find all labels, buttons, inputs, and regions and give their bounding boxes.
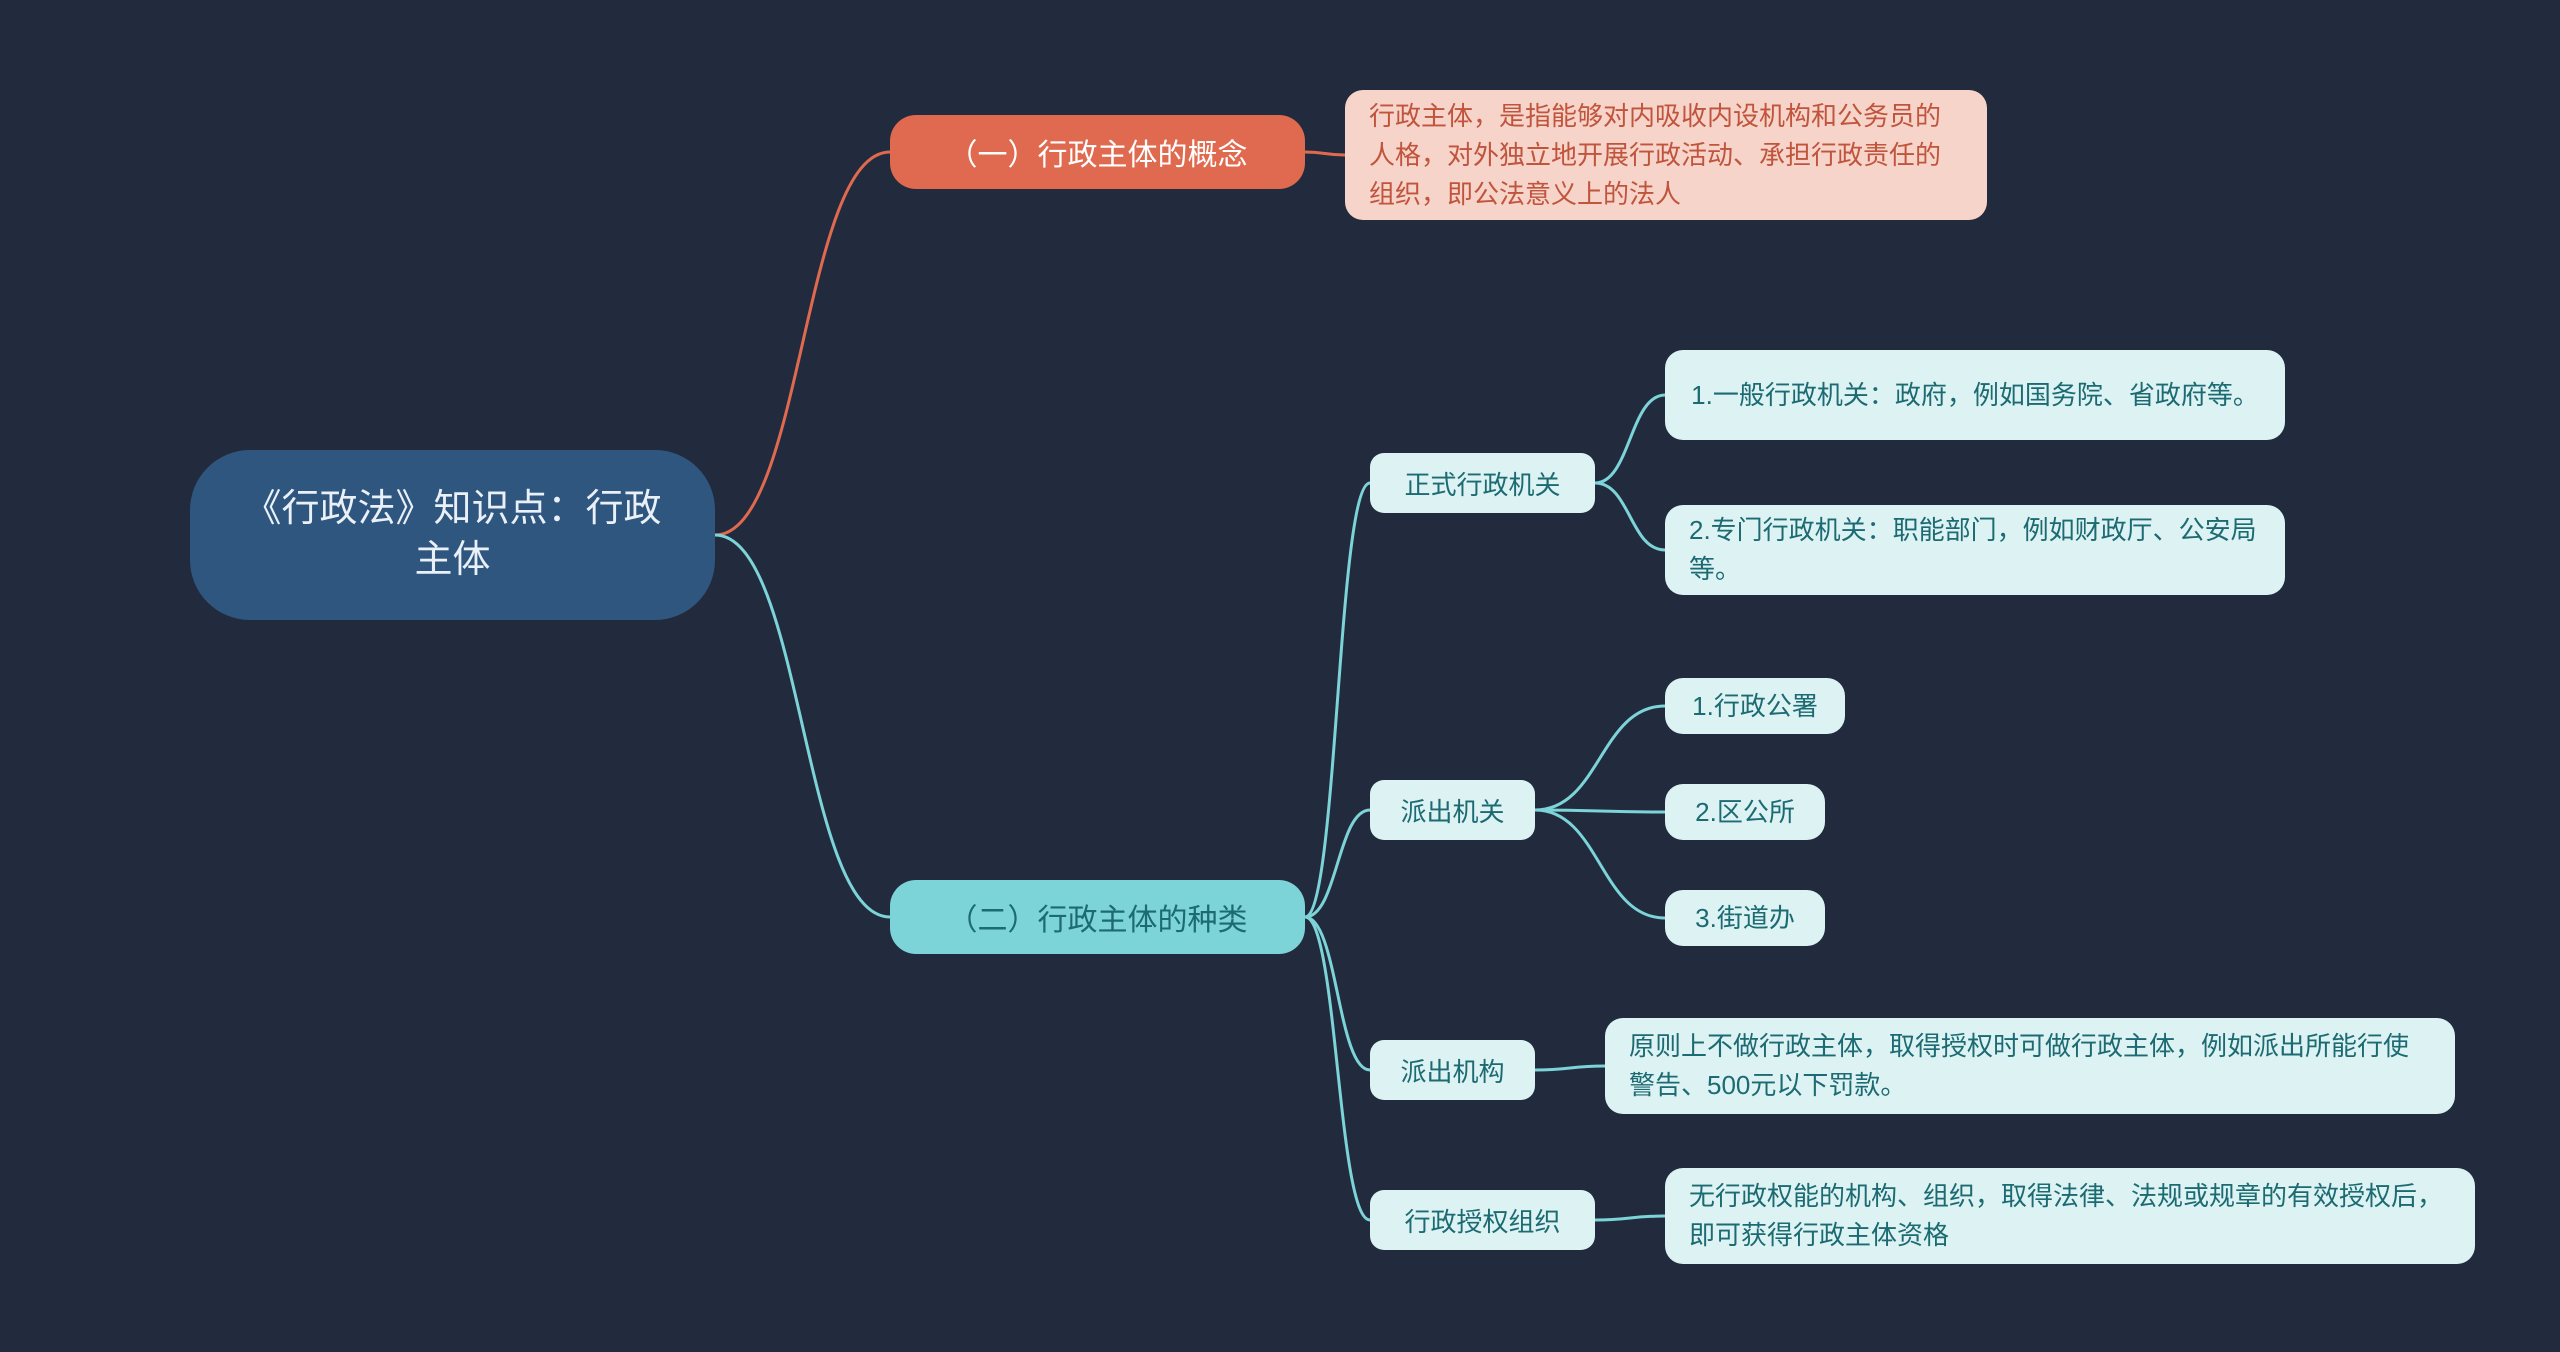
branch2-child-label: 派出机构 [1370, 1040, 1535, 1100]
branch1-pill-label: （一）行政主体的概念 [948, 130, 1248, 174]
branch1-card: 行政主体，是指能够对内吸收内设机构和公务员的人格，对外独立地开展行政活动、承担行… [1345, 90, 1987, 220]
branch2-child-label: 派出机关 [1370, 780, 1535, 840]
branch2-leaf: 2.区公所 [1665, 784, 1825, 840]
branch1-pill: （一）行政主体的概念 [890, 115, 1305, 189]
branch2-leaf: 2.专门行政机关：职能部门，例如财政厅、公安局等。 [1665, 505, 2285, 595]
branch2-leaf: 1.一般行政机关：政府，例如国务院、省政府等。 [1665, 350, 2285, 440]
branch2-pill-label: （二）行政主体的种类 [948, 895, 1248, 939]
branch2-child-label: 行政授权组织 [1370, 1190, 1595, 1250]
branch2-leaf: 无行政权能的机构、组织，取得法律、法规或规章的有效授权后，即可获得行政主体资格 [1665, 1168, 2475, 1264]
root-label: 《行政法》知识点：行政主体 [240, 484, 665, 587]
branch2-leaf: 原则上不做行政主体，取得授权时可做行政主体，例如派出所能行使警告、500元以下罚… [1605, 1018, 2455, 1114]
branch2-leaf: 3.街道办 [1665, 890, 1825, 946]
branch2-leaf: 1.行政公署 [1665, 678, 1845, 734]
root-node: 《行政法》知识点：行政主体 [190, 450, 715, 620]
branch2-child-label: 正式行政机关 [1370, 453, 1595, 513]
branch2-pill: （二）行政主体的种类 [890, 880, 1305, 954]
branch1-card-text: 行政主体，是指能够对内吸收内设机构和公务员的人格，对外独立地开展行政活动、承担行… [1369, 97, 1963, 214]
mindmap-stage: { "canvas":{"width":2560,"height":1352,"… [0, 0, 2560, 1352]
connector-layer [0, 0, 2560, 1352]
